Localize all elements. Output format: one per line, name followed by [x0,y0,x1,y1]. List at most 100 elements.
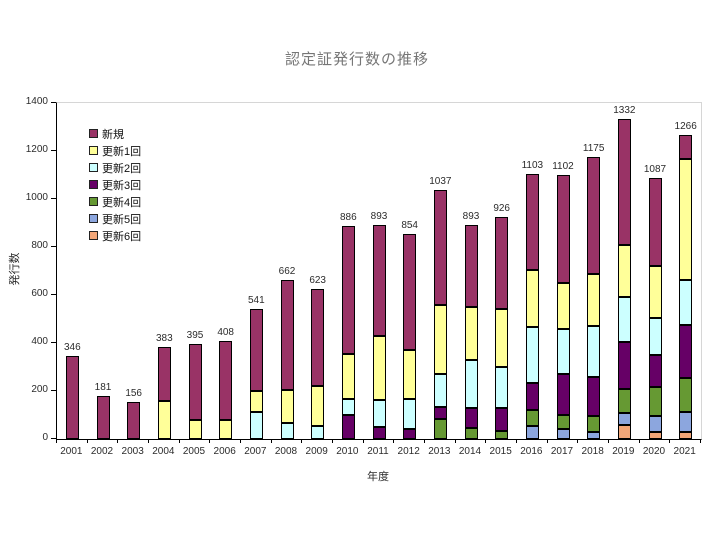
y-tick-label: 400 [31,336,48,347]
y-axis-title: 発行数 [9,252,21,286]
x-tick-label: 2009 [305,446,328,457]
bar-total-label: 1087 [643,164,667,176]
bar-segment-更新2回 [249,411,263,439]
bar-segment-更新2回 [341,399,355,415]
y-tick-label: 0 [42,432,48,443]
bar-total-label: 893 [462,210,480,222]
y-tick-label: 800 [31,240,48,251]
bar-segment-更新2回 [372,399,386,427]
legend-item: 更新2回 [89,159,141,176]
bar-total-label: 541 [247,295,265,307]
bar-segment-更新1回 [617,244,631,298]
bar-segment-更新2回 [617,297,631,343]
x-tick-mark [577,439,578,443]
bar-total-label: 408 [217,327,234,339]
bar-segment-更新5回 [556,429,570,439]
chart-title: 認定証発行数の推移 [284,51,429,68]
legend-label: 更新5回 [102,213,142,226]
y-tick-label: 600 [31,288,48,299]
legend-label: 更新6回 [102,230,142,243]
bar-segment-更新6回 [617,424,631,439]
bar-segment-新規 [372,224,386,337]
x-tick-label: 2020 [642,446,666,457]
bar-segment-更新3回 [341,415,355,439]
bar-total-label: 1266 [674,121,697,133]
bar-total-label: 623 [309,275,326,287]
bar-segment-更新3回 [433,407,447,419]
bar-segment-更新6回 [648,431,662,439]
bar-total-label: 1175 [582,143,605,154]
bar-segment-更新1回 [587,274,601,326]
legend-swatch [89,214,98,223]
y-tick-label: 1000 [25,192,48,203]
legend-item: 更新5回 [89,210,141,227]
x-tick-mark [608,439,609,443]
x-tick-label: 2001 [60,446,83,457]
x-tick-mark [148,439,149,443]
y-tick-mark [51,246,56,247]
bar-segment-更新6回 [679,431,693,439]
bar-segment-更新5回 [617,412,631,425]
x-tick-label: 2011 [367,446,389,457]
bar-segment-新規 [617,119,631,245]
x-tick-mark [547,439,548,443]
bar-segment-新規 [188,344,202,420]
bar-total-label: 156 [125,387,142,399]
bar-segment-新規 [311,289,325,387]
bar-segment-更新5回 [648,416,662,432]
bar-segment-更新2回 [403,399,417,430]
x-tick-label: 2013 [428,446,451,457]
bar-segment-新規 [679,135,693,160]
x-axis-title: 年度 [367,471,389,483]
bar-segment-更新4回 [679,378,693,412]
bar-segment-更新4回 [495,431,509,439]
bar-segment-新規 [433,190,447,306]
bar-total-label: 1332 [613,105,636,117]
legend-swatch [89,163,98,172]
legend-label: 更新2回 [102,162,142,175]
bar-segment-更新1回 [556,283,570,330]
bar-segment-更新3回 [556,374,570,415]
bar-segment-更新1回 [372,336,386,400]
x-tick-label: 2019 [612,446,635,457]
bar-segment-更新2回 [587,325,601,377]
bar-segment-新規 [525,174,539,270]
x-tick-label: 2012 [397,446,420,457]
bar-segment-更新1回 [311,386,325,426]
bar-segment-更新2回 [679,279,693,325]
x-tick-label: 2014 [458,446,482,457]
x-tick-label: 2016 [520,446,543,457]
bar-segment-更新4回 [525,409,539,426]
bar-segment-新規 [65,355,79,439]
bar-total-label: 1103 [521,160,544,172]
bar-segment-新規 [648,178,662,266]
y-tick-mark [51,102,56,103]
bar-segment-更新1回 [403,349,417,400]
bar-segment-更新5回 [587,431,601,439]
x-tick-mark [700,439,701,443]
bar-segment-更新3回 [617,342,631,389]
x-tick-mark [56,439,57,443]
x-tick-mark [455,439,456,443]
y-tick-mark [51,342,56,343]
bar-total-label: 886 [339,212,357,224]
bar-segment-更新1回 [157,400,171,439]
legend-swatch [89,231,98,240]
bar-segment-新規 [403,234,417,350]
y-tick-label: 1200 [25,144,48,155]
bar-segment-新規 [341,226,355,354]
x-tick-mark [301,439,302,443]
bar-segment-更新3回 [403,429,417,439]
bar-segment-新規 [587,157,601,275]
bar-total-label: 383 [155,333,173,345]
x-tick-mark [516,439,517,443]
legend-label: 更新3回 [102,179,142,192]
y-tick-mark [51,294,56,295]
legend-swatch [89,180,98,189]
bar-segment-更新4回 [464,428,478,439]
legend-swatch [89,146,98,155]
bar-segment-新規 [219,341,233,420]
bar-segment-更新3回 [679,324,693,379]
x-tick-mark [87,439,88,443]
x-tick-label: 2010 [336,446,359,457]
